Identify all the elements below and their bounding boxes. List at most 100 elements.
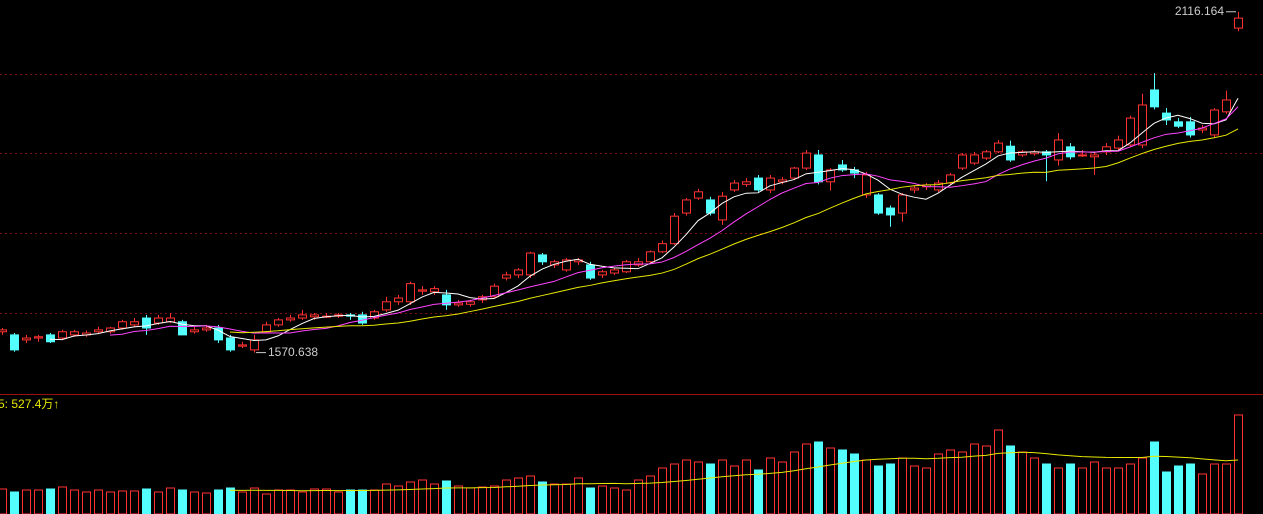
candle-body bbox=[802, 152, 811, 169]
candle-body bbox=[190, 329, 199, 333]
candle-body bbox=[814, 154, 823, 183]
volume-bar bbox=[562, 483, 571, 514]
candle-body bbox=[358, 314, 367, 324]
volume-bar bbox=[286, 489, 295, 514]
candle-body bbox=[262, 324, 271, 333]
moving-average bbox=[109, 106, 1239, 336]
volume-ma-label: 5: 527.4万↑ bbox=[0, 397, 59, 411]
volume-bar bbox=[190, 491, 199, 514]
volume-bar bbox=[910, 465, 919, 514]
candle-body bbox=[178, 321, 187, 336]
candle-body bbox=[682, 199, 691, 214]
candle-body bbox=[442, 294, 451, 306]
candle-body bbox=[538, 254, 547, 263]
volume-bar bbox=[466, 487, 475, 514]
candle-body bbox=[154, 317, 163, 324]
candle-body bbox=[418, 289, 427, 292]
candle-body bbox=[130, 321, 139, 326]
candle-body bbox=[118, 321, 127, 329]
volume-bar bbox=[358, 489, 367, 514]
grid bbox=[0, 74, 1263, 314]
volume-bar bbox=[838, 449, 847, 514]
candle-body bbox=[886, 207, 895, 216]
volume-bar bbox=[802, 443, 811, 514]
candle-body bbox=[490, 285, 499, 298]
volume-bar bbox=[1114, 467, 1123, 514]
candle-body bbox=[22, 337, 31, 341]
volume-bar bbox=[658, 467, 667, 514]
volume-bar bbox=[670, 463, 679, 514]
volume-bar bbox=[82, 491, 91, 514]
volume-bar bbox=[1150, 441, 1159, 514]
candle-body bbox=[514, 269, 523, 276]
candle-body bbox=[766, 177, 775, 191]
volume-bar bbox=[1066, 463, 1075, 514]
candle-body bbox=[790, 167, 799, 179]
volume-bar bbox=[718, 459, 727, 514]
candle-body bbox=[202, 327, 211, 331]
candle-body bbox=[658, 243, 667, 253]
volume-bar bbox=[166, 487, 175, 514]
volume-bar bbox=[730, 465, 739, 514]
volume-bar bbox=[1174, 465, 1183, 514]
candle-body bbox=[982, 151, 991, 159]
candle-body bbox=[910, 187, 919, 191]
volume-bar bbox=[538, 481, 547, 514]
candle-body bbox=[958, 154, 967, 169]
volume-bar bbox=[694, 461, 703, 514]
candle-body bbox=[1126, 117, 1135, 146]
candle-body bbox=[10, 334, 19, 351]
candle-body bbox=[310, 314, 319, 318]
volume-bar bbox=[94, 489, 103, 514]
candle-body bbox=[406, 283, 415, 303]
candle-body bbox=[142, 317, 151, 329]
candle-body bbox=[226, 337, 235, 351]
candle-body bbox=[610, 269, 619, 274]
volume-bar bbox=[922, 467, 931, 514]
volume-bar bbox=[406, 481, 415, 514]
volume-bar bbox=[706, 463, 715, 514]
volume-bar bbox=[1102, 467, 1111, 514]
volume-bar bbox=[502, 479, 511, 514]
volume-bar bbox=[106, 491, 115, 514]
volume-bar bbox=[310, 488, 319, 514]
volume-bar bbox=[226, 487, 235, 514]
volume-bar bbox=[1126, 463, 1135, 514]
volume-bar bbox=[382, 483, 391, 514]
candle-body bbox=[298, 314, 307, 319]
candle-body bbox=[1222, 99, 1231, 113]
volume-bar bbox=[142, 488, 151, 514]
volume-bar bbox=[58, 486, 67, 514]
volume-bar bbox=[574, 477, 583, 514]
candle-body bbox=[238, 344, 247, 347]
volume-bar bbox=[754, 469, 763, 514]
volume-bar bbox=[1042, 463, 1051, 514]
candle-body bbox=[562, 259, 571, 271]
candle-body bbox=[430, 288, 439, 293]
volume-bar bbox=[454, 485, 463, 514]
volume-bar bbox=[994, 429, 1003, 514]
volume-bar bbox=[1138, 457, 1147, 514]
volume-bar bbox=[646, 475, 655, 514]
volume-bar bbox=[478, 486, 487, 514]
candle-body bbox=[994, 142, 1003, 153]
candle-body bbox=[394, 297, 403, 303]
min-label: 1570.638 bbox=[268, 345, 318, 359]
volume-bar bbox=[550, 483, 559, 514]
volume-bar bbox=[610, 487, 619, 514]
candle-body bbox=[862, 174, 871, 196]
volume-bar bbox=[598, 485, 607, 514]
volume-bar bbox=[130, 490, 139, 514]
volume-bar bbox=[586, 487, 595, 514]
volume-bar bbox=[958, 451, 967, 514]
candle-body bbox=[634, 261, 643, 266]
candle-body bbox=[454, 302, 463, 306]
volume-bar bbox=[334, 491, 343, 514]
volume-bar bbox=[250, 487, 259, 514]
volume-bar bbox=[1018, 451, 1027, 514]
volume-bar bbox=[46, 488, 55, 514]
candle-body bbox=[646, 251, 655, 263]
volume-bar bbox=[826, 447, 835, 514]
volume-bar bbox=[1030, 457, 1039, 514]
volume-bar bbox=[874, 465, 883, 514]
